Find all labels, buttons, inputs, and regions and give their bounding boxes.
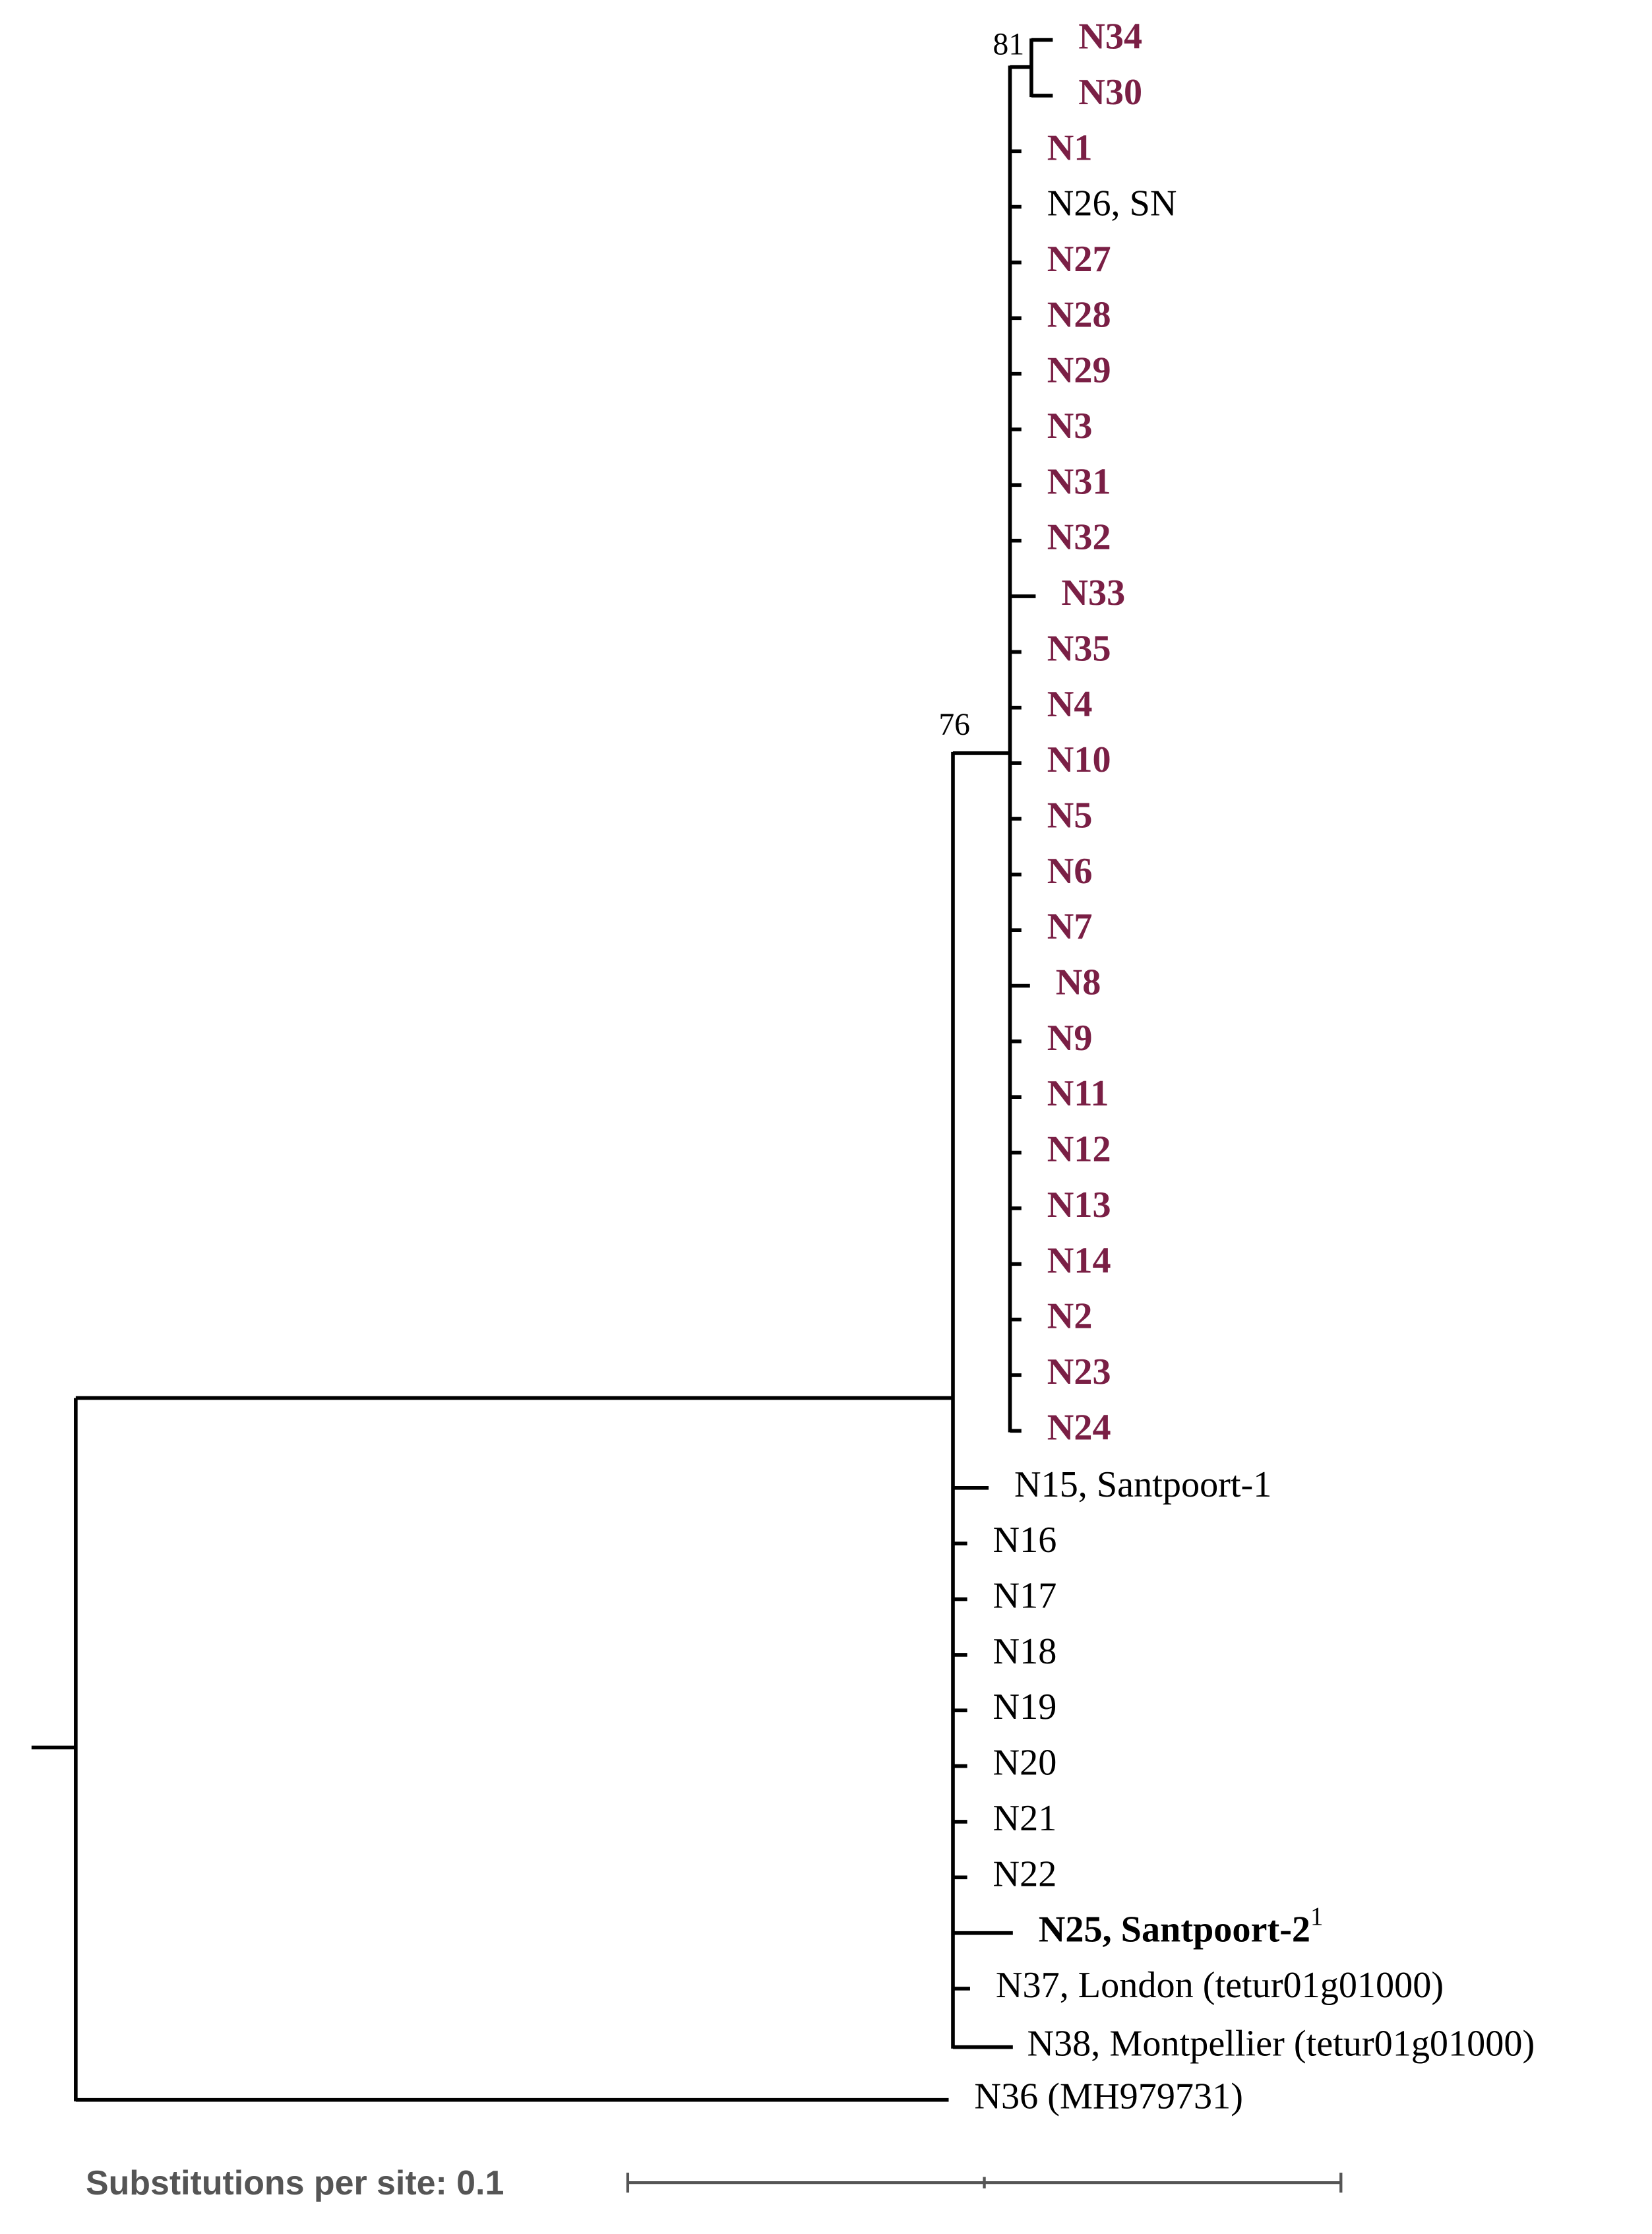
leaf-label: N25, Santpoort-21 xyxy=(1039,1902,1324,1950)
leaf-name: N14 xyxy=(1047,1240,1111,1281)
leaf-name: N27 xyxy=(1047,239,1111,280)
leaf-name: N11 xyxy=(1047,1073,1109,1114)
leaf-name: N10 xyxy=(1047,739,1111,780)
leaf-name: N3 xyxy=(1047,406,1093,447)
bootstrap-value: 81 xyxy=(993,27,1025,61)
leaf-name: N15, Santpoort-1 xyxy=(1014,1464,1271,1505)
leaf-label: N32 xyxy=(1047,517,1111,558)
leaf-name: N29 xyxy=(1047,350,1111,391)
leaf-label: N34 xyxy=(1078,16,1142,57)
leaf-superscript: 1 xyxy=(1310,1902,1323,1931)
leaf-label: N12 xyxy=(1047,1129,1111,1169)
leaf-label: N26, SN xyxy=(1047,183,1177,224)
leaf-label: N37, London (tetur01g01000) xyxy=(996,1965,1444,2006)
leaf-label: N35 xyxy=(1047,628,1111,669)
leaf-name: N13 xyxy=(1047,1185,1111,1226)
leaf-name: N19 xyxy=(993,1687,1057,1727)
leaf-label: N6 xyxy=(1047,851,1093,892)
leaf-name: N35 xyxy=(1047,628,1111,669)
leaf-name: N9 xyxy=(1047,1018,1093,1059)
leaf-label: N13 xyxy=(1047,1185,1111,1226)
leaf-name: N38, Montpellier (tetur01g01000) xyxy=(1027,2024,1535,2064)
leaf-name: N34 xyxy=(1078,16,1142,57)
leaf-label: N10 xyxy=(1047,739,1111,780)
leaf-name: N12 xyxy=(1047,1129,1111,1169)
leaf-name: N6 xyxy=(1047,851,1093,892)
leaf-label: N3 xyxy=(1047,406,1093,447)
leaf-name: N36 (MH979731) xyxy=(974,2076,1243,2117)
leaf-name: N32 xyxy=(1047,517,1111,558)
leaf-label: N7 xyxy=(1047,906,1093,947)
leaf-name: N17 xyxy=(993,1575,1057,1616)
leaf-label: N17 xyxy=(993,1575,1057,1616)
leaf-name: N25, Santpoort-2 xyxy=(1039,1909,1310,1950)
leaf-label: N16 xyxy=(993,1520,1057,1561)
leaf-name: N5 xyxy=(1047,795,1093,836)
leaf-label: N23 xyxy=(1047,1351,1111,1392)
leaf-name: N23 xyxy=(1047,1351,1111,1392)
leaf-name: N20 xyxy=(993,1742,1057,1783)
leaf-label: N11 xyxy=(1047,1073,1109,1114)
leaf-label: N38, Montpellier (tetur01g01000) xyxy=(1027,2024,1535,2064)
leaf-label: N19 xyxy=(993,1687,1057,1727)
leaf-name: N1 xyxy=(1047,127,1093,168)
leaf-name: N7 xyxy=(1047,906,1093,947)
leaf-label: N18 xyxy=(993,1631,1057,1672)
scale-bar: Substitutions per site: 0.1 xyxy=(86,2163,1343,2202)
leaf-label: N4 xyxy=(1047,684,1093,725)
leaf-name: N16 xyxy=(993,1520,1057,1561)
tree-branches xyxy=(31,38,1033,2102)
leaf-name: N22 xyxy=(993,1853,1057,1894)
leaf-name: N18 xyxy=(993,1631,1057,1672)
leaf-label: N28 xyxy=(1047,294,1111,335)
leaves: N34 N30 N1 N26, SN N27 N28 N29 N3 N31 N32 N33 N35 N4… xyxy=(952,16,1535,2117)
leaf-name: N21 xyxy=(993,1798,1057,1839)
scale-bar-label: Substitutions per site: 0.1 xyxy=(86,2163,504,2202)
leaf-name: N31 xyxy=(1047,461,1111,502)
leaf-label: N1 xyxy=(1047,127,1093,168)
leaf-label: N33 xyxy=(1061,573,1125,613)
bootstrap-value: 76 xyxy=(938,708,970,742)
leaf-name: N8 xyxy=(1056,962,1101,1003)
leaf-label: N27 xyxy=(1047,239,1111,280)
leaf-label: N31 xyxy=(1047,461,1111,502)
leaf-name: N33 xyxy=(1061,573,1125,613)
leaf-label: N2 xyxy=(1047,1296,1093,1337)
leaf-label: N30 xyxy=(1078,72,1142,113)
leaf-label: N24 xyxy=(1047,1407,1111,1448)
leaf-label: N22 xyxy=(993,1853,1057,1894)
leaf-label: N36 (MH979731) xyxy=(974,2076,1243,2117)
leaf-label: N8 xyxy=(1056,962,1101,1003)
leaf-name: N26, SN xyxy=(1047,183,1177,224)
leaf-name: N37, London (tetur01g01000) xyxy=(996,1965,1444,2006)
leaf-name: N2 xyxy=(1047,1296,1093,1337)
leaf-name: N24 xyxy=(1047,1407,1111,1448)
leaf-name: N28 xyxy=(1047,294,1111,335)
leaf-name: N30 xyxy=(1078,72,1142,113)
leaf-label: N5 xyxy=(1047,795,1093,836)
leaf-label: N14 xyxy=(1047,1240,1111,1281)
leaf-name: N4 xyxy=(1047,684,1093,725)
leaf-label: N15, Santpoort-1 xyxy=(1014,1464,1271,1505)
leaf-label: N29 xyxy=(1047,350,1111,391)
leaf-label: N20 xyxy=(993,1742,1057,1783)
leaf-label: N9 xyxy=(1047,1018,1093,1059)
leaf-label: N21 xyxy=(993,1798,1057,1839)
